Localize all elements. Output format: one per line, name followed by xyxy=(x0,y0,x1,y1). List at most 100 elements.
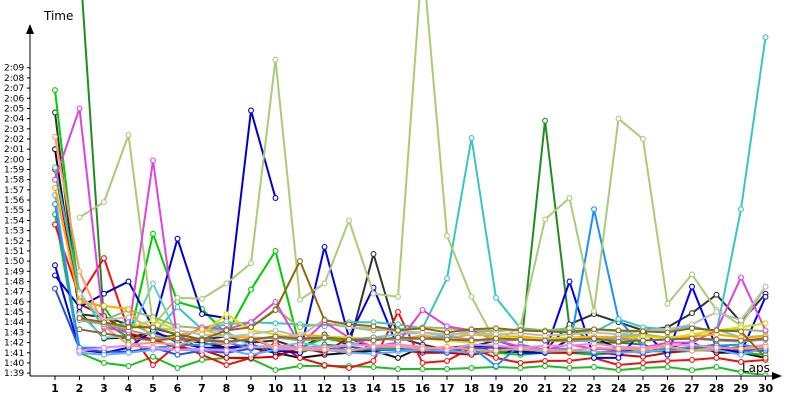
data-point xyxy=(542,357,548,364)
data-point xyxy=(125,341,132,348)
y-tick-label: 2:08 xyxy=(4,74,24,84)
data-point xyxy=(713,309,720,315)
data-point xyxy=(272,248,279,254)
data-point xyxy=(346,321,352,328)
data-point xyxy=(321,362,328,368)
y-tick-label: 2:01 xyxy=(4,145,24,155)
y-tick-label: 1:49 xyxy=(4,267,24,277)
data-point xyxy=(52,262,58,269)
data-point xyxy=(150,337,156,344)
data-point xyxy=(52,133,58,140)
data-point xyxy=(738,328,744,335)
data-point xyxy=(738,369,744,375)
data-point xyxy=(199,337,205,344)
data-point xyxy=(664,336,671,343)
data-point xyxy=(125,334,132,341)
data-point xyxy=(223,318,230,325)
data-point xyxy=(566,347,573,354)
data-point xyxy=(370,364,377,370)
series-17 xyxy=(52,105,769,353)
y-tick-label: 1:48 xyxy=(4,278,24,288)
y-tick-label: 1:43 xyxy=(4,328,24,338)
data-point xyxy=(52,87,58,94)
data-point xyxy=(419,345,426,352)
data-point xyxy=(346,347,352,354)
data-point xyxy=(101,199,107,206)
data-point xyxy=(125,314,132,321)
y-tick-label: 2:02 xyxy=(4,135,24,145)
data-point xyxy=(101,290,107,297)
data-point xyxy=(615,316,622,323)
data-point xyxy=(517,365,524,371)
data-point xyxy=(125,363,132,369)
y-tick-label: 1:52 xyxy=(4,237,24,247)
y-tick-label: 1:41 xyxy=(4,349,24,359)
data-point xyxy=(395,343,401,350)
data-point xyxy=(664,351,671,358)
x-tick-label: 15 xyxy=(390,382,405,395)
x-axis-arrow xyxy=(772,372,782,380)
data-point xyxy=(591,354,597,361)
data-point xyxy=(738,358,744,365)
x-tick-label: 1 xyxy=(51,382,59,395)
x-tick-label: 4 xyxy=(125,382,133,395)
y-tick-label: 2:06 xyxy=(4,94,24,104)
y-tick-label: 1:57 xyxy=(4,186,24,196)
axes xyxy=(26,24,782,380)
y-tick-label: 2:03 xyxy=(4,125,24,135)
data-point xyxy=(125,324,132,331)
data-point xyxy=(52,164,58,171)
y-tick-label: 2:04 xyxy=(4,115,24,125)
data-point xyxy=(591,206,597,213)
data-point xyxy=(664,300,671,307)
data-point xyxy=(199,356,205,363)
data-point xyxy=(493,363,499,369)
x-tick-label: 27 xyxy=(684,382,699,395)
data-point xyxy=(346,365,352,371)
data-point xyxy=(762,283,769,290)
data-point xyxy=(101,319,107,326)
data-point xyxy=(738,351,744,358)
data-point xyxy=(615,367,622,374)
data-point xyxy=(248,336,254,343)
data-point xyxy=(76,304,83,310)
series-line xyxy=(54,37,767,336)
x-tick-label: 3 xyxy=(100,382,108,395)
data-point xyxy=(248,331,254,338)
data-point xyxy=(297,335,303,342)
data-point xyxy=(640,328,646,335)
x-tick-label: 24 xyxy=(611,382,627,395)
data-point xyxy=(101,302,107,309)
data-point xyxy=(223,333,230,340)
data-point xyxy=(566,195,573,201)
data-point xyxy=(395,293,401,300)
data-point xyxy=(150,344,156,351)
data-point xyxy=(150,332,156,339)
data-point xyxy=(52,221,58,228)
data-point xyxy=(174,335,181,342)
data-point xyxy=(199,311,205,318)
data-point xyxy=(370,343,377,350)
data-point xyxy=(297,324,303,331)
data-point xyxy=(248,260,254,267)
data-point xyxy=(395,309,401,315)
data-point xyxy=(370,350,377,357)
data-point xyxy=(248,286,254,293)
data-point xyxy=(223,354,230,361)
data-point xyxy=(566,336,573,343)
data-point xyxy=(419,359,426,366)
data-point xyxy=(297,296,303,303)
data-point xyxy=(346,217,352,224)
x-tick-label: 20 xyxy=(513,382,529,395)
data-point xyxy=(272,344,279,351)
data-point xyxy=(517,327,524,334)
data-point xyxy=(248,351,254,358)
data-point xyxy=(321,317,328,324)
data-point xyxy=(542,337,548,344)
data-point xyxy=(297,258,303,265)
series-15 xyxy=(76,0,769,346)
data-point xyxy=(174,304,181,310)
data-point xyxy=(713,344,720,351)
x-tick-label: 17 xyxy=(439,382,454,395)
data-point xyxy=(297,354,303,361)
